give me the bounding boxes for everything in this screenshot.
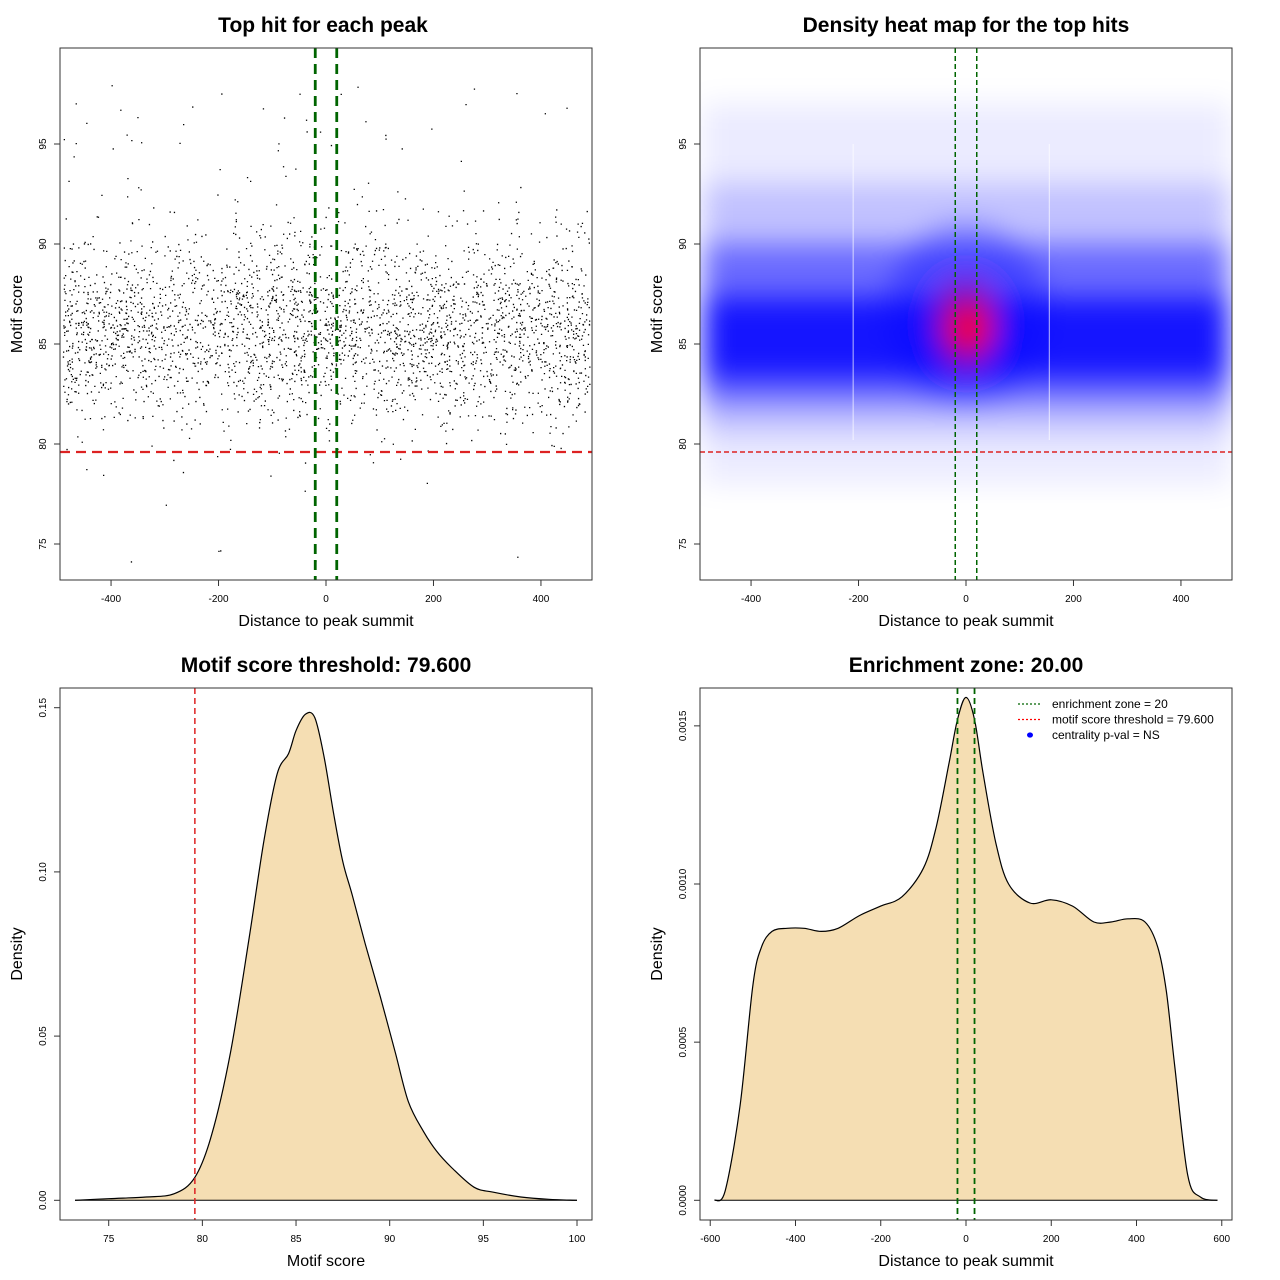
- enrichment-ytick-label: 0.0015: [678, 710, 689, 741]
- enrichment-density-area: [714, 697, 1218, 1201]
- heatmap-xlabel: Distance to peak summit: [878, 613, 1054, 630]
- score-density-area: [75, 712, 577, 1201]
- heatmap-xtick-label: 200: [1065, 594, 1082, 605]
- heatmap-ytick-label: 95: [678, 138, 689, 150]
- scatter-ytick-label: 75: [38, 538, 49, 550]
- scatter-ylabel: Motif score: [9, 275, 26, 353]
- legend-label: motif score threshold = 79.600: [1052, 713, 1214, 727]
- enrichment-panel: Enrichment zone: 20.00 Distance to peak …: [649, 654, 1233, 1270]
- score-xtick-label: 80: [197, 1234, 209, 1245]
- score-density-panel: Motif score threshold: 79.600 Motif scor…: [9, 654, 593, 1270]
- scatter-point-cloud: [62, 85, 591, 563]
- score-xtick-label: 95: [478, 1234, 490, 1245]
- score-xtick-label: 75: [103, 1234, 115, 1245]
- enrichment-xtick-label: 600: [1213, 1234, 1230, 1245]
- score-density-title: Motif score threshold: 79.600: [181, 654, 472, 677]
- enrichment-xtick-label: -200: [871, 1234, 891, 1245]
- enrichment-xtick-label: 400: [1128, 1234, 1145, 1245]
- score-density-curve: [74, 711, 578, 1201]
- heatmap-xtick-label: -200: [849, 594, 869, 605]
- scatter-xtick-label: -400: [101, 594, 121, 605]
- enrichment-ytick-label: 0.0010: [678, 868, 689, 899]
- heatmap-blur-layer: [702, 104, 1230, 484]
- heatmap-ylabel: Motif score: [649, 275, 666, 353]
- heatmap-xtick-label: 400: [1173, 594, 1190, 605]
- heatmap-title: Density heat map for the top hits: [803, 14, 1130, 37]
- score-ytick-label: 0.00: [38, 1190, 49, 1210]
- enrichment-xtick-label: 200: [1043, 1234, 1060, 1245]
- score-ytick-label: 0.10: [38, 862, 49, 882]
- scatter-panel: Top hit for each peak Distance to peak s…: [9, 14, 593, 630]
- legend-point-swatch: [1027, 732, 1033, 738]
- heatmap-ytick-label: 90: [678, 238, 689, 250]
- score-xtick-label: 100: [569, 1234, 586, 1245]
- enrichment-legend: enrichment zone = 20 motif score threshol…: [1018, 697, 1214, 742]
- score-density-ylabel: Density: [9, 927, 26, 980]
- scatter-xtick-label: -200: [209, 594, 229, 605]
- heatmap-ytick-label: 75: [678, 538, 689, 550]
- enrichment-density-curve: [714, 696, 1218, 1202]
- scatter-ytick-label: 80: [38, 438, 49, 450]
- heatmap-xtick-label: -400: [741, 594, 761, 605]
- scatter-xlabel: Distance to peak summit: [238, 613, 414, 630]
- enrichment-xtick-label: -600: [700, 1234, 720, 1245]
- scatter-ytick-label: 90: [38, 238, 49, 250]
- scatter-xtick-label: 200: [425, 594, 442, 605]
- score-density-plot-frame: [59, 687, 593, 1221]
- scatter-plot-frame: [59, 47, 593, 581]
- score-xtick-label: 85: [290, 1234, 302, 1245]
- enrichment-title: Enrichment zone: 20.00: [849, 654, 1084, 677]
- score-ytick-label: 0.05: [38, 1026, 49, 1046]
- heatmap-hot-spot: [948, 304, 990, 352]
- scatter-ytick-label: 95: [38, 138, 49, 150]
- enrichment-ytick-label: 0.0005: [678, 1026, 689, 1057]
- heatmap-ytick-label: 85: [678, 338, 689, 350]
- score-xtick-label: 90: [384, 1234, 396, 1245]
- enrichment-xlabel: Distance to peak summit: [878, 1253, 1054, 1270]
- score-density-xlabel: Motif score: [287, 1253, 365, 1270]
- enrichment-ytick-label: 0.0000: [678, 1185, 689, 1216]
- scatter-title: Top hit for each peak: [218, 14, 428, 37]
- heatmap-density: [700, 48, 1232, 580]
- legend-label: enrichment zone = 20: [1052, 697, 1168, 711]
- score-ytick-label: 0.15: [38, 698, 49, 718]
- scatter-ytick-label: 85: [38, 338, 49, 350]
- enrichment-xtick-label: -400: [785, 1234, 805, 1245]
- enrichment-xtick-label: 0: [963, 1234, 969, 1245]
- scatter-xtick-label: 400: [533, 594, 550, 605]
- enrichment-ylabel: Density: [649, 927, 666, 980]
- scatter-xtick-label: 0: [323, 594, 329, 605]
- legend-label: centrality p-val = NS: [1052, 728, 1160, 742]
- scatter-points: [62, 85, 591, 563]
- heatmap-panel: Density heat map for the top hits Distan…: [649, 14, 1233, 630]
- heatmap-ytick-label: 80: [678, 438, 689, 450]
- heatmap-xtick-label: 0: [963, 594, 969, 605]
